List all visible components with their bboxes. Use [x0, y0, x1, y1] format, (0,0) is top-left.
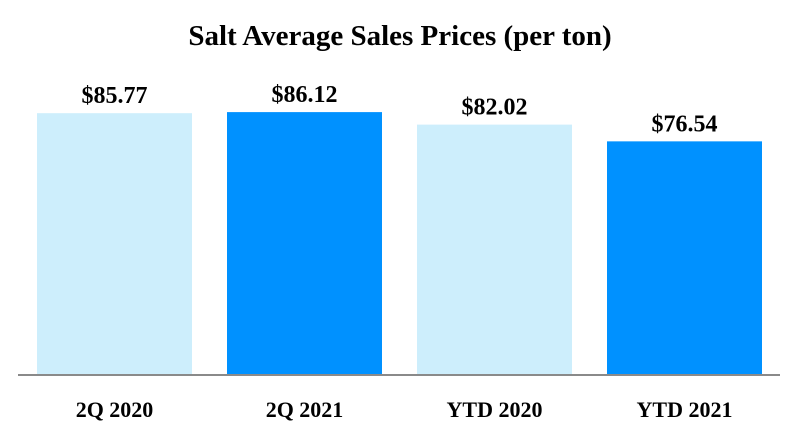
bar-0 — [37, 113, 192, 376]
x-tick-label-1: 2Q 2021 — [266, 397, 344, 422]
value-labels-group: $85.77 $86.12 $82.02 $76.54 — [82, 82, 718, 137]
x-tick-label-3: YTD 2021 — [637, 397, 733, 422]
x-tick-label-0: 2Q 2020 — [76, 397, 154, 422]
bar-1 — [227, 112, 382, 376]
x-tick-label-2: YTD 2020 — [447, 397, 543, 422]
data-label-1: $86.12 — [272, 82, 338, 108]
tick-labels-group: 2Q 2020 2Q 2021 YTD 2020 YTD 2021 — [76, 397, 733, 422]
bars-group — [37, 112, 762, 376]
bar-2 — [417, 124, 572, 375]
chart-title: Salt Average Sales Prices (per ton) — [188, 20, 612, 52]
data-label-2: $82.02 — [462, 95, 528, 121]
bar-3 — [607, 141, 762, 375]
data-label-0: $85.77 — [82, 83, 148, 109]
data-label-3: $76.54 — [652, 111, 718, 137]
